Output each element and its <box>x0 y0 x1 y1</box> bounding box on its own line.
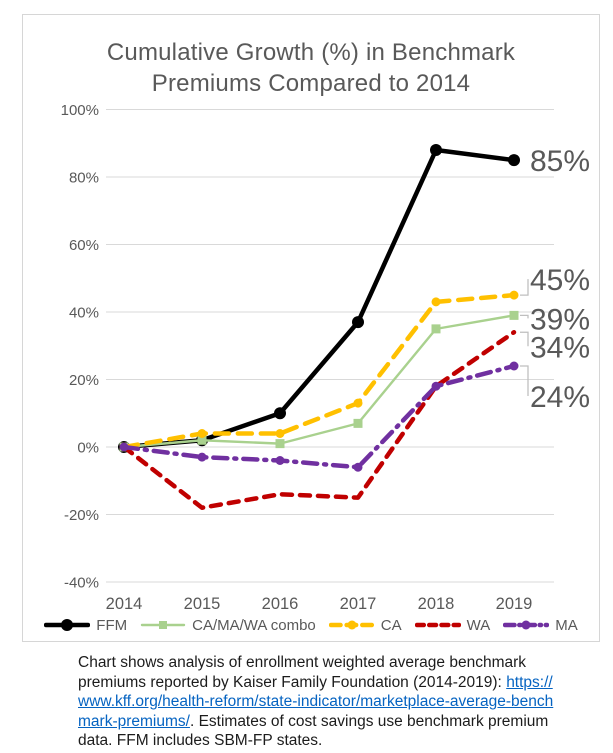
svg-text:2014: 2014 <box>106 595 143 613</box>
chart-card: Cumulative Growth (%) in Benchmark Premi… <box>22 14 600 642</box>
kff-source-link[interactable]: https://www.kff.org/health-reform/state-… <box>78 673 554 730</box>
chart-title-line2: Premiums Compared to 2014 <box>151 70 471 97</box>
chart-title-line1: Cumulative Growth (%) in Benchmark <box>106 39 516 66</box>
svg-text:39%: 39% <box>530 303 590 336</box>
svg-text:45%: 45% <box>530 264 590 297</box>
caption-text-after-link: . Estimates of cost savings use benchmar… <box>78 712 549 750</box>
legend-line-sample-combo-icon <box>140 621 186 629</box>
svg-text:24%: 24% <box>530 381 590 414</box>
legend-label-ffm: FFM <box>96 616 128 634</box>
caption-text-before-link: Chart shows analysis of enrollment weigh… <box>78 654 527 691</box>
legend-entry-combo: CA/MA/WA combo <box>140 617 316 634</box>
legend-entry-wa: WA <box>414 616 491 634</box>
legend-entry-ca: CA <box>328 616 402 634</box>
legend-line-sample-ffm-icon <box>44 619 91 631</box>
svg-text:-20%: -20% <box>64 507 99 524</box>
svg-text:2016: 2016 <box>262 595 299 613</box>
svg-text:0%: 0% <box>77 440 99 457</box>
legend-label-ca: CA <box>380 616 402 634</box>
svg-text:2018: 2018 <box>418 595 455 613</box>
source-caption: Chart shows analysis of enrollment weigh… <box>78 653 560 751</box>
svg-text:40%: 40% <box>69 305 99 322</box>
svg-text:2017: 2017 <box>340 595 377 613</box>
svg-text:60%: 60% <box>69 237 99 254</box>
legend-line-sample-ca-icon <box>328 620 375 630</box>
legend-label-combo: CA/MA/WA combo <box>192 616 316 634</box>
line-chart-plot-area: 100% 80% 60% 40% 20% 0% -20% -40% 2014 2015 2016 20… <box>61 102 590 613</box>
svg-text:100%: 100% <box>61 102 99 119</box>
legend-line-sample-ma-icon <box>503 620 550 630</box>
legend-label-ma: MA <box>555 616 578 634</box>
legend-entry-ffm: FFM <box>44 617 127 634</box>
legend-label-wa: WA <box>466 616 491 634</box>
legend-entry-ma: MA <box>503 617 578 634</box>
svg-text:34%: 34% <box>530 331 590 364</box>
svg-text:2019: 2019 <box>496 595 533 613</box>
svg-text:20%: 20% <box>69 372 99 389</box>
chart-title: Cumulative Growth (%) in Benchmark Premi… <box>23 37 599 99</box>
svg-text:2015: 2015 <box>184 595 221 613</box>
chart-legend: FFM CA/MA/WA combo CA WA MA <box>23 612 599 638</box>
svg-text:85%: 85% <box>530 145 590 178</box>
svg-text:80%: 80% <box>69 170 99 187</box>
svg-text:-40%: -40% <box>64 575 99 592</box>
legend-line-sample-wa-icon <box>414 622 461 628</box>
